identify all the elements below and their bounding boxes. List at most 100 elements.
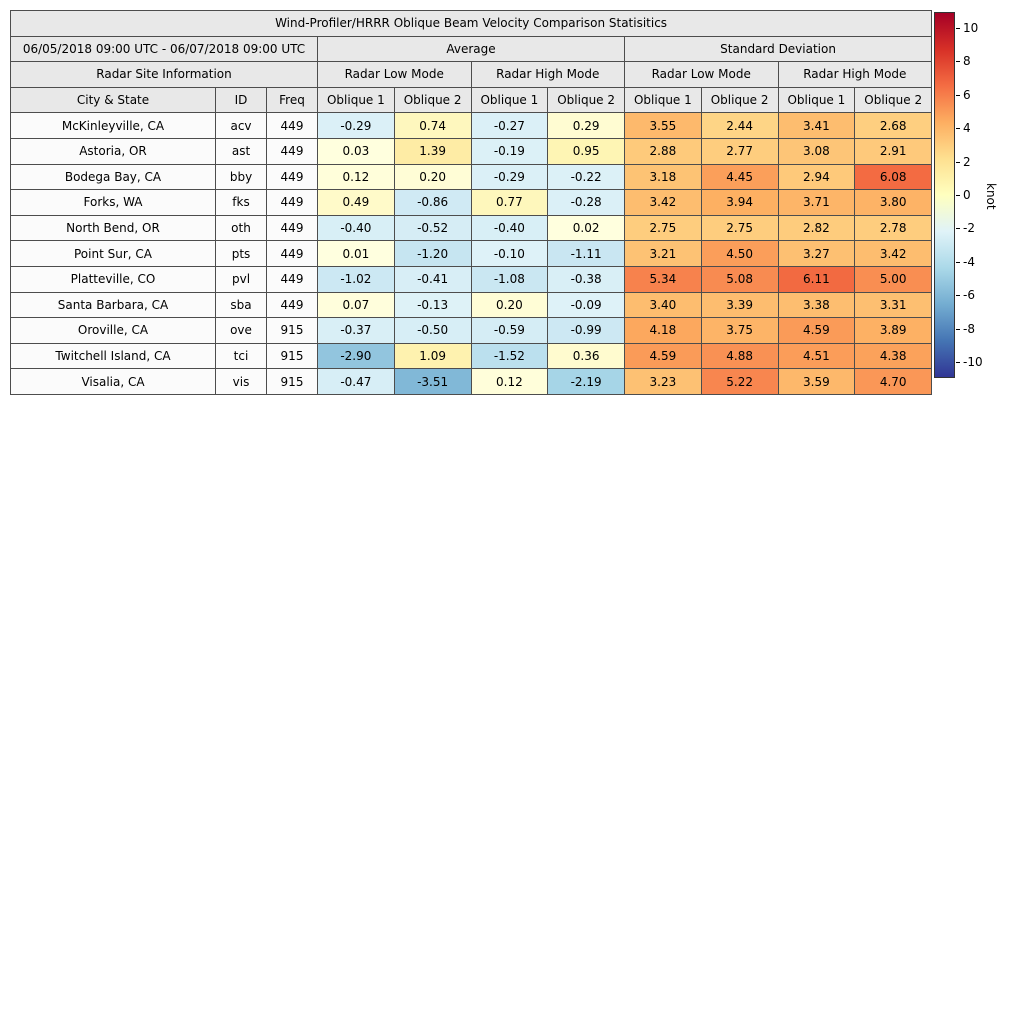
site-id: ove bbox=[215, 317, 267, 344]
value-cell: 3.55 bbox=[624, 112, 702, 139]
value-cell: 0.07 bbox=[317, 291, 395, 319]
value-cell: 4.59 bbox=[777, 317, 856, 344]
site-freq: 449 bbox=[266, 240, 318, 267]
table-row: Visalia, CA vis 915 -0.47 -3.51 0.12 -2.19 3.23… bbox=[10, 368, 933, 395]
value-cell: 0.29 bbox=[547, 112, 625, 139]
value-cell: 3.94 bbox=[700, 189, 779, 216]
value-cell: 2.78 bbox=[854, 214, 933, 242]
colorbar-tick-mark bbox=[956, 161, 960, 163]
value-cell: -1.08 bbox=[470, 265, 549, 293]
value-cell: -0.99 bbox=[547, 317, 625, 344]
value-cell: 2.94 bbox=[777, 163, 856, 191]
value-cell: -0.09 bbox=[547, 291, 625, 319]
value-cell: -0.38 bbox=[547, 265, 625, 293]
value-cell: 2.91 bbox=[854, 137, 933, 165]
date-range: 06/05/2018 09:00 UTC - 06/07/2018 09:00 … bbox=[10, 35, 318, 63]
colorbar-tick-label: -6 bbox=[963, 288, 975, 303]
col-header-oblique1: Oblique 1 bbox=[470, 86, 549, 114]
value-cell: -2.19 bbox=[547, 368, 625, 395]
table-row: Bodega Bay, CA bby 449 0.12 0.20 -0.29 -0.22 3.… bbox=[10, 163, 933, 191]
value-cell: 5.08 bbox=[700, 265, 779, 293]
site-city: Forks, WA bbox=[10, 189, 216, 216]
std-high-mode-header: Radar High Mode bbox=[777, 61, 933, 88]
value-cell: -0.59 bbox=[470, 317, 549, 344]
site-info-header: Radar Site Information bbox=[10, 61, 318, 88]
value-cell: 3.59 bbox=[777, 368, 856, 395]
value-cell: 0.03 bbox=[317, 137, 395, 165]
value-cell: 3.40 bbox=[624, 291, 702, 319]
group-average-header: Average bbox=[317, 35, 625, 63]
value-cell: -2.90 bbox=[317, 342, 395, 370]
value-cell: -1.02 bbox=[317, 265, 395, 293]
value-cell: 4.51 bbox=[777, 342, 856, 370]
value-cell: 2.77 bbox=[700, 137, 779, 165]
colorbar-tick-label: 0 bbox=[963, 188, 971, 202]
value-cell: 4.18 bbox=[624, 317, 702, 344]
table-row: North Bend, OR oth 449 -0.40 -0.52 -0.40 0.02 2… bbox=[10, 214, 933, 242]
colorbar-label: knot bbox=[984, 183, 998, 210]
value-cell: 1.39 bbox=[393, 137, 472, 165]
avg-low-mode-header: Radar Low Mode bbox=[317, 61, 472, 88]
colorbar-tick-mark bbox=[956, 195, 960, 196]
colorbar bbox=[934, 12, 955, 378]
value-cell: 2.75 bbox=[700, 214, 779, 242]
value-cell: -0.29 bbox=[317, 112, 395, 139]
value-cell: -0.86 bbox=[393, 189, 472, 216]
table-row: McKinleyville, CA acv 449 -0.29 0.74 -0.27 0.2… bbox=[10, 112, 933, 139]
value-cell: 6.11 bbox=[777, 265, 856, 293]
value-cell: -0.47 bbox=[317, 368, 395, 395]
value-cell: 0.77 bbox=[470, 189, 549, 216]
value-cell: -0.19 bbox=[470, 137, 549, 165]
colorbar-tick-label: -2 bbox=[963, 221, 975, 236]
site-freq: 449 bbox=[266, 291, 318, 319]
table-row: Santa Barbara, CA sba 449 0.07 -0.13 0.20 -0.0… bbox=[10, 291, 933, 319]
value-cell: 3.21 bbox=[624, 240, 702, 267]
site-freq: 915 bbox=[266, 368, 318, 395]
colorbar-tick-label: 6 bbox=[963, 87, 971, 102]
value-cell: -0.37 bbox=[317, 317, 395, 344]
col-header-oblique1: Oblique 1 bbox=[777, 86, 856, 114]
value-cell: -3.51 bbox=[393, 368, 472, 395]
value-cell: -1.52 bbox=[470, 342, 549, 370]
value-cell: 4.50 bbox=[700, 240, 779, 267]
value-cell: 0.36 bbox=[547, 342, 625, 370]
value-cell: 4.38 bbox=[854, 342, 933, 370]
value-cell: 1.09 bbox=[393, 342, 472, 370]
value-cell: -0.52 bbox=[393, 214, 472, 242]
value-cell: 5.22 bbox=[700, 368, 779, 395]
site-freq: 449 bbox=[266, 265, 318, 293]
value-cell: 3.71 bbox=[777, 189, 856, 216]
site-city: Platteville, CO bbox=[10, 265, 216, 293]
colorbar-tick-mark bbox=[956, 128, 960, 130]
value-cell: 3.75 bbox=[700, 317, 779, 344]
colorbar-tick-mark bbox=[956, 261, 960, 263]
colorbar-tick-label: 2 bbox=[963, 154, 971, 169]
value-cell: 0.20 bbox=[393, 163, 472, 191]
site-freq: 449 bbox=[266, 112, 318, 139]
value-cell: 3.38 bbox=[777, 291, 856, 319]
value-cell: 2.68 bbox=[854, 112, 933, 139]
value-cell: 3.27 bbox=[777, 240, 856, 267]
colorbar-tick-mark bbox=[956, 94, 960, 96]
value-cell: -0.13 bbox=[393, 291, 472, 319]
value-cell: 0.95 bbox=[547, 137, 625, 165]
colorbar-tick-mark bbox=[956, 328, 960, 330]
col-header-oblique1: Oblique 1 bbox=[624, 86, 702, 114]
value-cell: 2.88 bbox=[624, 137, 702, 165]
site-id: pvl bbox=[215, 265, 267, 293]
value-cell: 0.49 bbox=[317, 189, 395, 216]
value-cell: 3.89 bbox=[854, 317, 933, 344]
colorbar-tick-label: -10 bbox=[963, 355, 983, 369]
value-cell: -0.50 bbox=[393, 317, 472, 344]
col-header-id: ID bbox=[215, 86, 267, 114]
value-cell: 3.31 bbox=[854, 291, 933, 319]
table-row: Astoria, OR ast 449 0.03 1.39 -0.19 0.95 2.88 2.… bbox=[10, 137, 933, 165]
colorbar-tick-label: -8 bbox=[963, 321, 975, 336]
value-cell: -0.10 bbox=[470, 240, 549, 267]
value-cell: 3.80 bbox=[854, 189, 933, 216]
col-header-oblique1: Oblique 1 bbox=[317, 86, 395, 114]
value-cell: 6.08 bbox=[854, 163, 933, 191]
colorbar-tick-label: 10 bbox=[963, 21, 979, 35]
site-city: Visalia, CA bbox=[10, 368, 216, 395]
table-row: Twitchell Island, CA tci 915 -2.90 1.09 -1.52… bbox=[10, 342, 933, 370]
